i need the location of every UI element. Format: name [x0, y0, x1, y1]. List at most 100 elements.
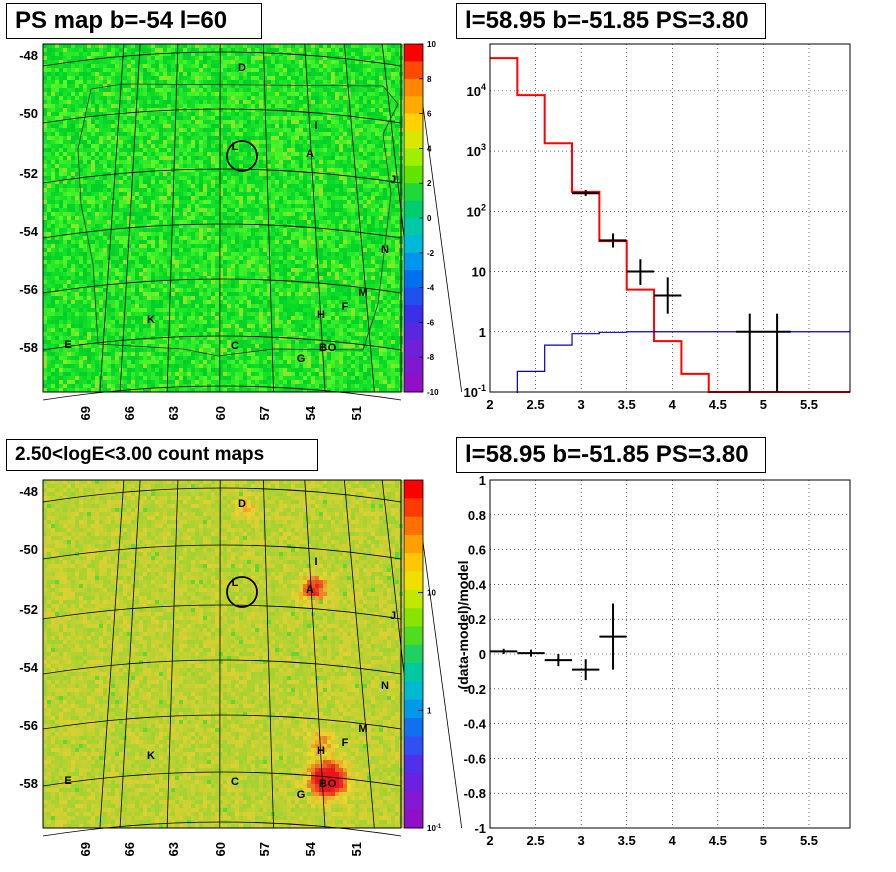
map-pixel [283, 156, 287, 160]
map-pixel [235, 148, 239, 152]
map-pixel [359, 96, 363, 100]
map-pixel [243, 156, 247, 160]
map-pixel [51, 64, 55, 68]
map-pixel [195, 112, 199, 116]
map-pixel [83, 140, 87, 144]
map-pixel [163, 56, 167, 60]
map-pixel [263, 128, 267, 132]
map-pixel [227, 52, 231, 56]
map-pixel [251, 132, 255, 136]
map-pixel [335, 104, 339, 108]
map-pixel [55, 236, 59, 240]
map-pixel [263, 260, 267, 264]
map-pixel [67, 68, 71, 72]
map-pixel [51, 168, 55, 172]
map-pixel [223, 212, 227, 216]
map-pixel [279, 260, 283, 264]
map-pixel [167, 164, 171, 168]
map-pixel [83, 180, 87, 184]
map-pixel [275, 136, 279, 140]
map-pixel [135, 132, 139, 136]
map-pixel [191, 184, 195, 188]
map-pixel [167, 160, 171, 164]
map-pixel [151, 220, 155, 224]
map-pixel [55, 100, 59, 104]
map-pixel [139, 188, 143, 192]
map-pixel [167, 172, 171, 176]
map-pixel [107, 136, 111, 140]
map-pixel [111, 188, 115, 192]
map-pixel [71, 104, 75, 108]
map-pixel [343, 188, 347, 192]
map-pixel [159, 212, 163, 216]
map-pixel [87, 164, 91, 168]
map-pixel [323, 144, 327, 148]
map-pixel [127, 108, 131, 112]
map-pixel [227, 216, 231, 220]
map-pixel [123, 236, 127, 240]
map-pixel [299, 180, 303, 184]
map-pixel [151, 260, 155, 264]
map-pixel [239, 80, 243, 84]
map-pixel [87, 92, 91, 96]
map-pixel [391, 108, 395, 112]
map-pixel [299, 120, 303, 124]
map-pixel [243, 76, 247, 80]
map-pixel [219, 236, 223, 240]
map-pixel [323, 116, 327, 120]
map-pixel [267, 60, 271, 64]
map-pixel [47, 60, 51, 64]
map-pixel [379, 136, 383, 140]
map-pixel [43, 136, 47, 140]
map-pixel [67, 116, 71, 120]
map-pixel [191, 164, 195, 168]
map-pixel [199, 104, 203, 108]
map-pixel [395, 236, 399, 240]
map-pixel [163, 136, 167, 140]
map-pixel [295, 216, 299, 220]
map-pixel [187, 56, 191, 60]
map-pixel [207, 60, 211, 64]
map-pixel [207, 176, 211, 180]
map-pixel [387, 80, 391, 84]
map-pixel [135, 236, 139, 240]
map-pixel [267, 68, 271, 72]
map-pixel [207, 248, 211, 252]
map-pixel [247, 220, 251, 224]
map-pixel [347, 104, 351, 108]
map-pixel [99, 216, 103, 220]
map-pixel [115, 184, 119, 188]
map-pixel [83, 248, 87, 252]
map-pixel [303, 180, 307, 184]
map-pixel [215, 136, 219, 140]
map-pixel [103, 196, 107, 200]
map-pixel [63, 72, 67, 76]
map-pixel [83, 164, 87, 168]
map-pixel [283, 200, 287, 204]
map-pixel [335, 156, 339, 160]
map-pixel [379, 200, 383, 204]
map-pixel [43, 264, 47, 268]
map-pixel [75, 224, 79, 228]
map-pixel [151, 108, 155, 112]
map-pixel [55, 96, 59, 100]
map-pixel [315, 188, 319, 192]
bottom-right-title: l=58.95 b=-51.85 PS=3.80 [456, 437, 766, 473]
map-pixel [207, 256, 211, 260]
map-pixel [191, 80, 195, 84]
map-pixel [83, 96, 87, 100]
map-pixel [47, 44, 51, 48]
map-pixel [367, 60, 371, 64]
map-pixel [71, 72, 75, 76]
map-pixel [303, 72, 307, 76]
map-pixel [135, 260, 139, 264]
map-pixel [347, 180, 351, 184]
map-pixel [59, 88, 63, 92]
map-pixel [351, 224, 355, 228]
map-pixel [391, 52, 395, 56]
map-pixel [167, 192, 171, 196]
map-pixel [67, 176, 71, 180]
map-pixel [375, 224, 379, 228]
map-pixel [283, 220, 287, 224]
